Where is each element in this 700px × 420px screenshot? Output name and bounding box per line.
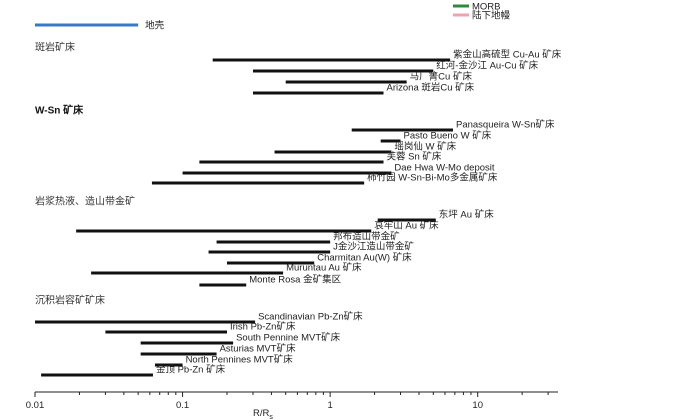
x-tick-label-2: 0.1: [176, 400, 189, 411]
group-heading-4: 沉积岩容矿矿床: [35, 294, 105, 307]
x-tick-label-4: 10: [472, 400, 483, 411]
deposit-label-4-3: South Pennine MVT矿床: [236, 332, 341, 344]
deposit-label-1-2: 红河-金沙江 Au-Cu 矿床: [436, 60, 538, 72]
deposit-label-2-4: 芙蓉 Sn 矿床: [387, 151, 442, 163]
crust-reference-label: 地壳: [145, 20, 165, 32]
legend-label-2: 陆下地幔: [472, 10, 511, 22]
deposit-label-4-1: Scandinavian Pb-Zn矿床: [258, 311, 363, 323]
x-axis-title-main: R/R: [253, 408, 270, 419]
deposit-label-4-4: Asturias MVT矿床: [220, 343, 297, 355]
x-tick-label-3: 1: [327, 400, 332, 411]
deposit-label-4-6: 金顶 Pb-Zn 矿床: [156, 364, 226, 376]
deposit-label-1-1: 紫金山高硫型 Cu-Au 矿床: [453, 49, 562, 61]
deposit-label-3-6: Muruntau Au 矿床: [286, 262, 362, 274]
group-heading-2: W-Sn 矿床: [35, 104, 84, 117]
x-axis-title: R/Rs: [253, 408, 273, 420]
deposit-label-3-3: 邦布造山带金矿: [333, 231, 400, 243]
deposit-label-3-1: 东坪 Au 矿床: [439, 209, 494, 221]
deposit-label-1-3: 马厂箐Cu 矿床: [410, 71, 473, 83]
deposit-label-3-2: 哀牢山 Au 矿床: [374, 220, 439, 232]
x-axis-title-subscript: s: [269, 414, 273, 420]
deposit-label-3-5: Charmitan Au(W) 矿床: [317, 252, 412, 264]
deposit-label-2-3: 瑶岗仙 W 矿床: [394, 141, 456, 153]
group-heading-3: 岩浆热液、造山带金矿: [35, 195, 135, 208]
deposit-label-1-4: Arizona 斑岩Cu 矿床: [387, 82, 475, 94]
deposit-label-2-5: Dae Hwa W-Mo deposit: [394, 163, 495, 174]
deposit-label-3-7: Monte Rosa 金矿集区: [249, 274, 341, 286]
deposit-label-2-6: 柿竹园 W-Sn-Bi-Mo多金属矿床: [367, 172, 498, 184]
deposit-label-4-2: Irish Pb-Zn矿床: [230, 321, 296, 333]
deposit-label-4-5: North Pennines MVT矿床: [186, 354, 294, 366]
x-tick-label-1: 0.01: [26, 400, 45, 411]
legend-label-1: MORB: [472, 2, 501, 13]
group-heading-1: 斑岩矿床: [35, 41, 75, 54]
deposit-label-2-2: Pasto Bueno W 矿床: [404, 130, 492, 142]
deposit-label-2-1: Panasqueira W-Sn矿床: [456, 119, 555, 131]
deposit-label-3-4: J金沙江造山带金矿: [333, 241, 414, 253]
